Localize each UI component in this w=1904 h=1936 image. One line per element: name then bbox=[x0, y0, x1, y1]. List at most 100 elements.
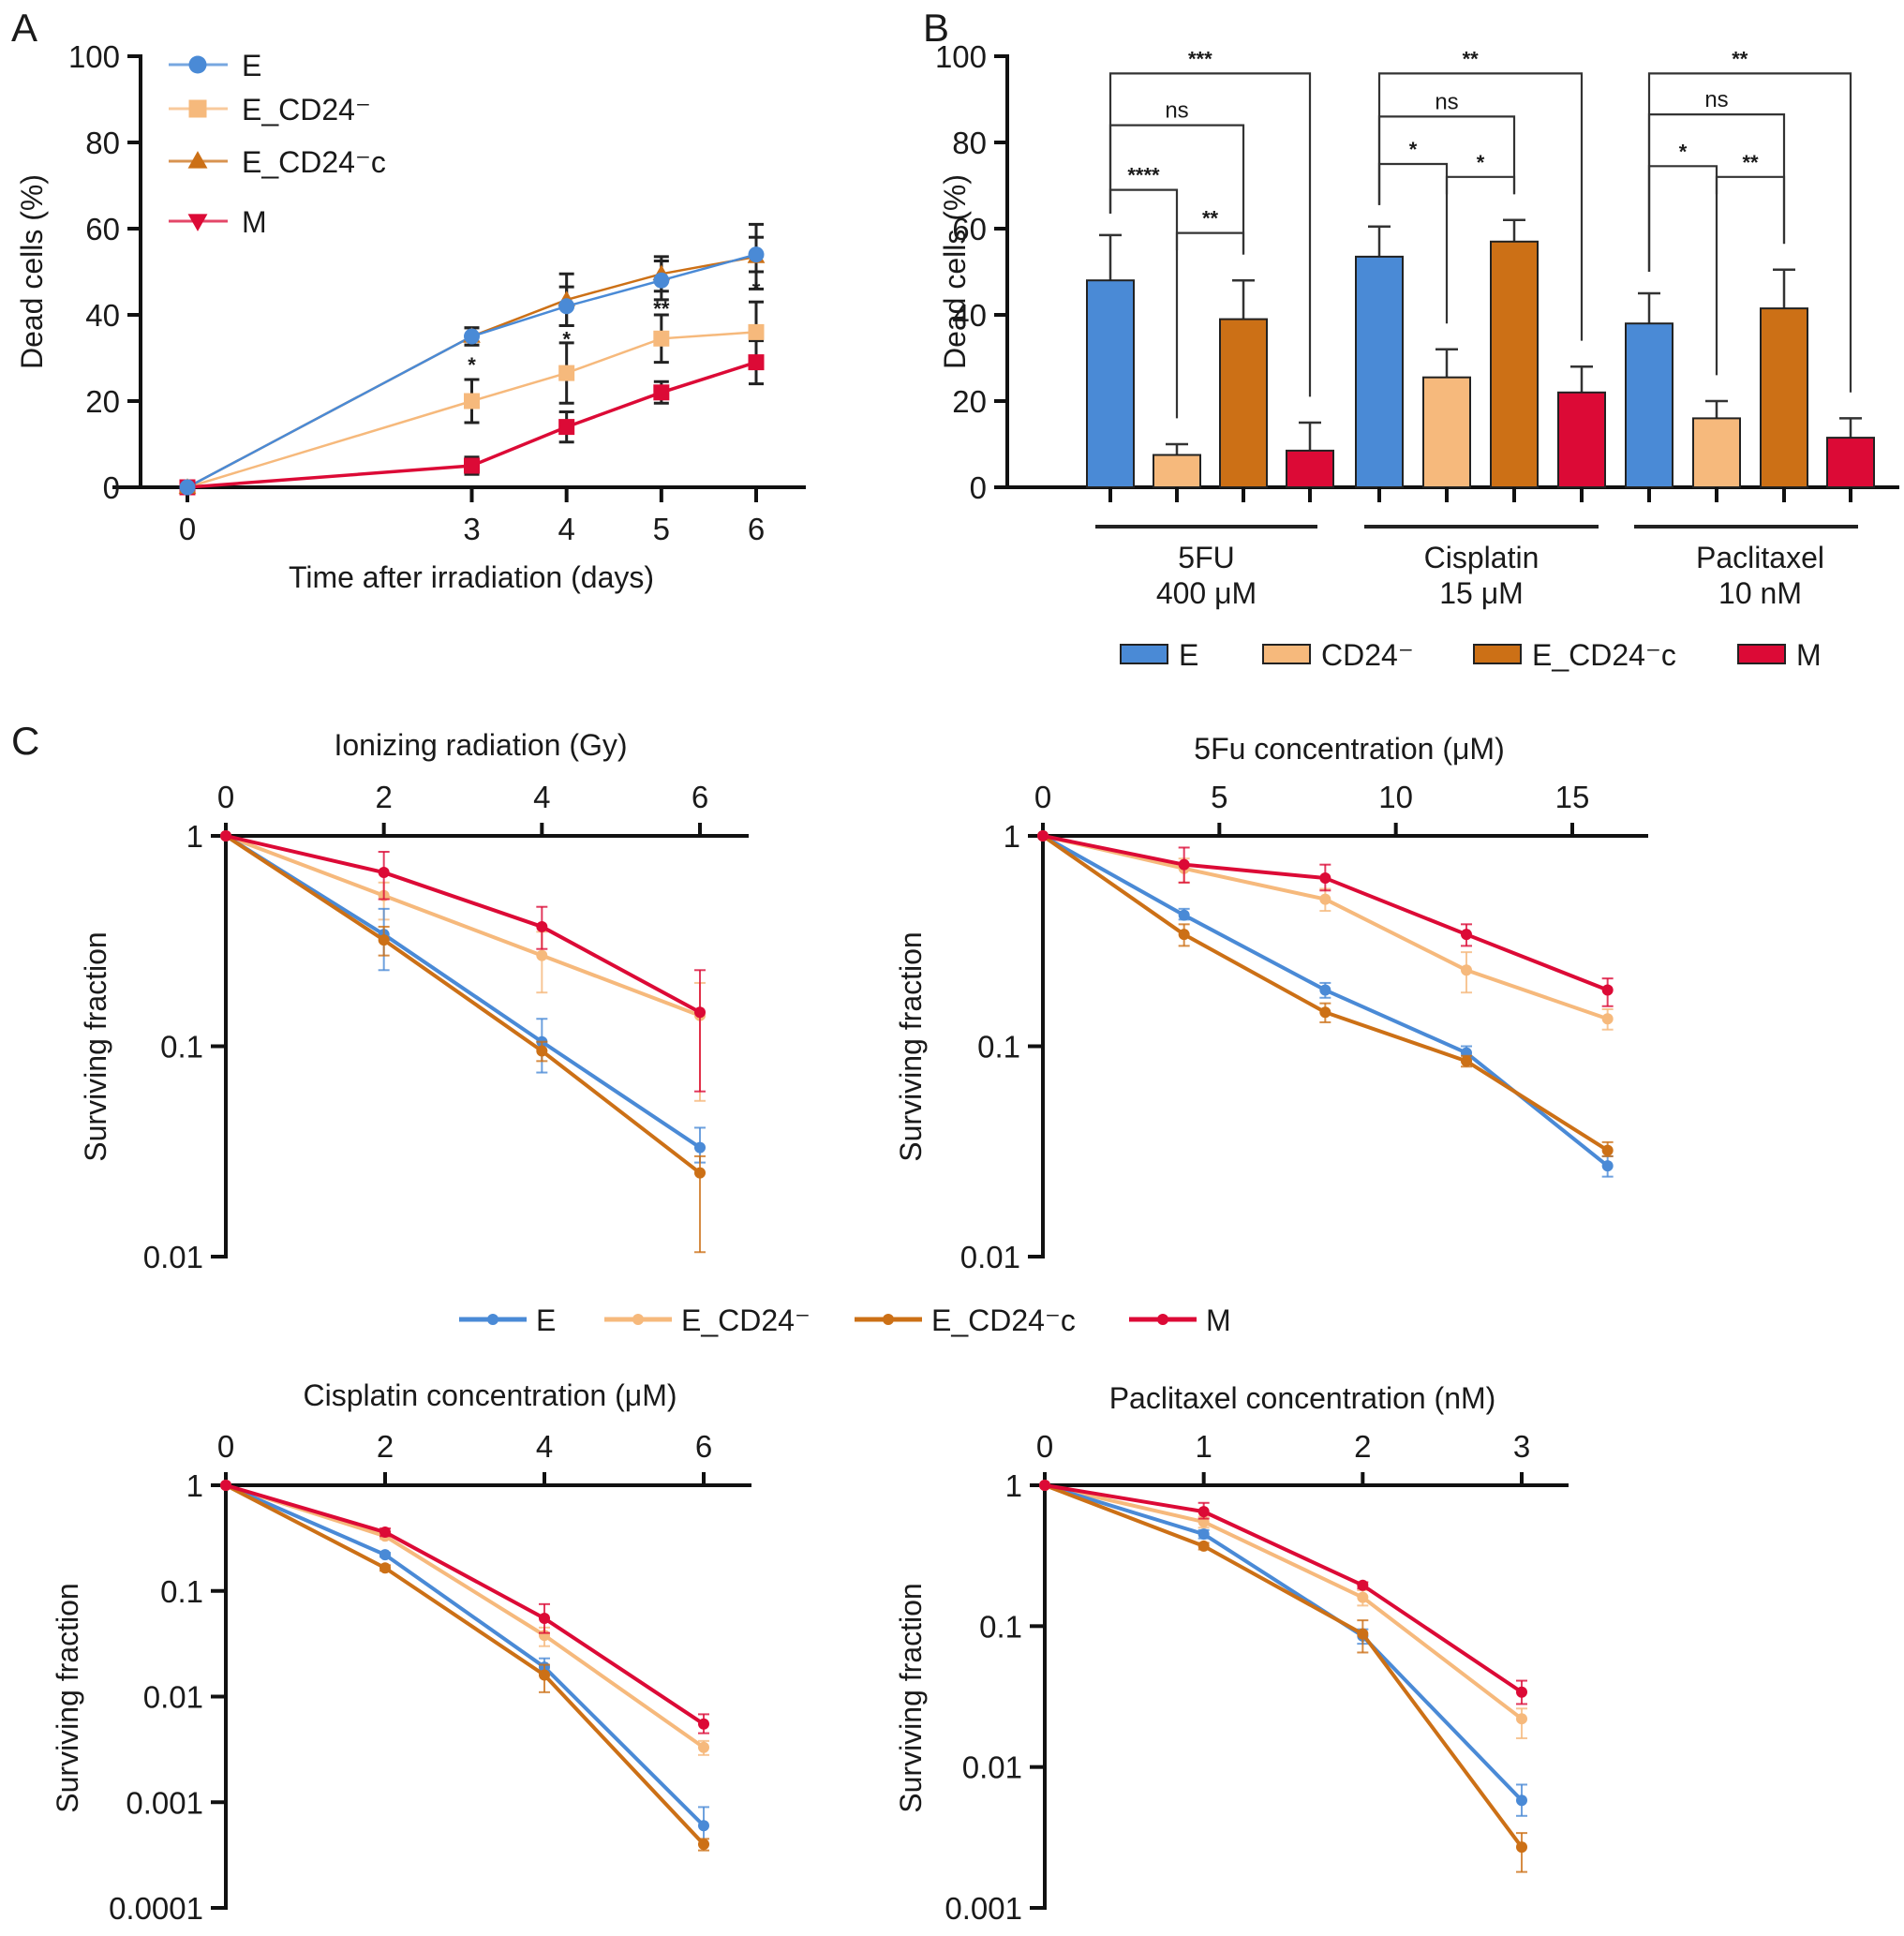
legend-swatch-E bbox=[1120, 644, 1168, 664]
bar-E_CD24-c bbox=[1490, 240, 1539, 488]
y-axis-label: Surviving fraction bbox=[894, 931, 928, 1161]
y-tick-label: 60 bbox=[85, 212, 120, 246]
data-point-E_CD24-c bbox=[1197, 1540, 1210, 1552]
legend-marker-E_CD24-c bbox=[883, 1314, 894, 1325]
group-sublabel: 15 μM bbox=[1439, 576, 1524, 610]
legend-marker-E_CD24- bbox=[632, 1314, 644, 1325]
data-point-M bbox=[1197, 1506, 1210, 1518]
bar-E_CD24- bbox=[1692, 417, 1741, 488]
significance-label: *** bbox=[1188, 47, 1212, 70]
significance-label: ** bbox=[1742, 151, 1759, 174]
legend-marker-E bbox=[188, 55, 207, 74]
data-point-M bbox=[536, 920, 548, 932]
significance-label: * bbox=[1409, 138, 1418, 161]
x-tick-label: 5 bbox=[653, 512, 670, 546]
significance-marker: ** bbox=[653, 297, 670, 320]
subplot-title: Paclitaxel concentration (nM) bbox=[1109, 1381, 1496, 1415]
series-line-E_CD24-c bbox=[224, 834, 702, 1175]
series-line-M bbox=[225, 1483, 706, 1726]
significance-label: ** bbox=[1732, 47, 1748, 70]
legend-label-E_CD24-c: E_CD24⁻c bbox=[931, 1303, 1076, 1337]
legend-label-E: E bbox=[1179, 638, 1198, 672]
series-line-E_CD24-c bbox=[225, 1483, 706, 1846]
y-axis-label: Surviving fraction bbox=[51, 1583, 84, 1812]
data-point-E_CD24- bbox=[1357, 1591, 1369, 1603]
y-axis-label: Dead cells (%) bbox=[15, 174, 49, 369]
x-tick-label: 0 bbox=[217, 780, 234, 814]
y-tick-label: 0.1 bbox=[160, 1574, 203, 1609]
significance-bracket bbox=[1445, 175, 1516, 195]
legend-label-E_CD24-: CD24⁻ bbox=[1321, 638, 1414, 672]
data-point-M bbox=[558, 419, 575, 436]
data-point-E_CD24-c bbox=[698, 1839, 709, 1851]
x-tick-label: 5 bbox=[1211, 780, 1227, 814]
group-label: Paclitaxel bbox=[1696, 541, 1824, 574]
significance-label: ** bbox=[1202, 207, 1219, 231]
significance-label: **** bbox=[1127, 164, 1160, 187]
panel-a: A 0 20 40 60 80 100 0 3 4 5 6 Time after irradiation… bbox=[11, 6, 806, 594]
data-point-E_CD24- bbox=[748, 323, 765, 340]
panel-label-c: C bbox=[11, 719, 39, 763]
data-point-M bbox=[698, 1718, 709, 1730]
x-tick-label: 10 bbox=[1378, 780, 1413, 814]
y-tick-label: 0.1 bbox=[977, 1030, 1020, 1065]
y-tick-label: 40 bbox=[85, 298, 120, 333]
x-tick-label: 0 bbox=[217, 1429, 234, 1464]
y-tick-label: 0.1 bbox=[160, 1030, 203, 1065]
x-tick-label: 2 bbox=[377, 1429, 394, 1464]
x-tick-label: 3 bbox=[463, 512, 480, 546]
y-tick-label: 0.0001 bbox=[109, 1891, 203, 1926]
y-tick-label: 80 bbox=[952, 126, 987, 160]
legend-label-E_CD24-c: E_CD24⁻c bbox=[242, 145, 386, 179]
data-point-M bbox=[1601, 984, 1614, 996]
series-line-E_CD24- bbox=[225, 1483, 706, 1750]
panel-label-b: B bbox=[923, 6, 949, 50]
subplot-C2: 5Fu concentration (μM) 0 5 10 15 1 0.1 0.01 Surv… bbox=[894, 732, 1648, 1274]
x-tick-label: 0 bbox=[179, 512, 196, 546]
significance-bracket bbox=[1108, 188, 1179, 419]
data-point-M bbox=[379, 1526, 391, 1539]
y-tick-label: 20 bbox=[85, 384, 120, 419]
data-point-E bbox=[748, 246, 765, 263]
data-point-E_CD24- bbox=[1516, 1713, 1527, 1725]
data-point-M bbox=[378, 867, 390, 879]
y-tick-label: 0.001 bbox=[126, 1785, 203, 1820]
legend-marker-E bbox=[487, 1314, 498, 1325]
data-point-M bbox=[1461, 929, 1472, 941]
legend-label-E_CD24-: E_CD24⁻ bbox=[242, 93, 371, 127]
y-tick-label: 0.01 bbox=[143, 1680, 203, 1715]
data-point-E bbox=[698, 1820, 709, 1832]
legend-label-E: E bbox=[536, 1303, 556, 1337]
y-tick-label: 0.01 bbox=[143, 1240, 203, 1274]
bar-E_CD24- bbox=[1422, 376, 1471, 489]
x-tick-label: 6 bbox=[695, 1429, 712, 1464]
significance-label: ** bbox=[1463, 47, 1480, 70]
bar-E bbox=[1355, 255, 1404, 488]
series-line-E bbox=[225, 1483, 706, 1827]
subplot-title: 5Fu concentration (μM) bbox=[1194, 732, 1504, 766]
data-point-M bbox=[694, 1006, 706, 1019]
data-point-E bbox=[653, 272, 670, 289]
legend-swatch-E_CD24-c bbox=[1473, 644, 1522, 664]
y-tick-label: 0 bbox=[970, 470, 987, 505]
x-tick-label: 6 bbox=[748, 512, 765, 546]
subplot-title: Ionizing radiation (Gy) bbox=[334, 728, 627, 762]
legend-swatch-M bbox=[1737, 644, 1786, 664]
series-line-E_CD24- bbox=[1044, 1483, 1524, 1720]
data-point-E_CD24- bbox=[558, 365, 575, 381]
y-tick-label: 60 bbox=[952, 212, 987, 246]
data-point-E bbox=[1319, 984, 1331, 996]
data-point-M bbox=[1516, 1686, 1527, 1698]
data-point-E_CD24- bbox=[536, 949, 548, 961]
x-tick-label: 2 bbox=[1354, 1429, 1371, 1464]
data-point-E bbox=[1197, 1528, 1210, 1541]
series-line-M bbox=[1044, 1483, 1524, 1694]
series-line-M bbox=[1042, 834, 1609, 992]
series-line-E bbox=[1044, 1483, 1524, 1802]
series-line-E_CD24-c bbox=[1044, 1483, 1524, 1849]
data-point-E_CD24-c bbox=[1461, 1055, 1472, 1067]
panel-c: C Ionizing radiation (Gy) 0 2 4 6 1 0.1 0.01 Surv… bbox=[11, 719, 1648, 1926]
data-point-E bbox=[1516, 1795, 1527, 1807]
data-point-M bbox=[748, 354, 765, 371]
